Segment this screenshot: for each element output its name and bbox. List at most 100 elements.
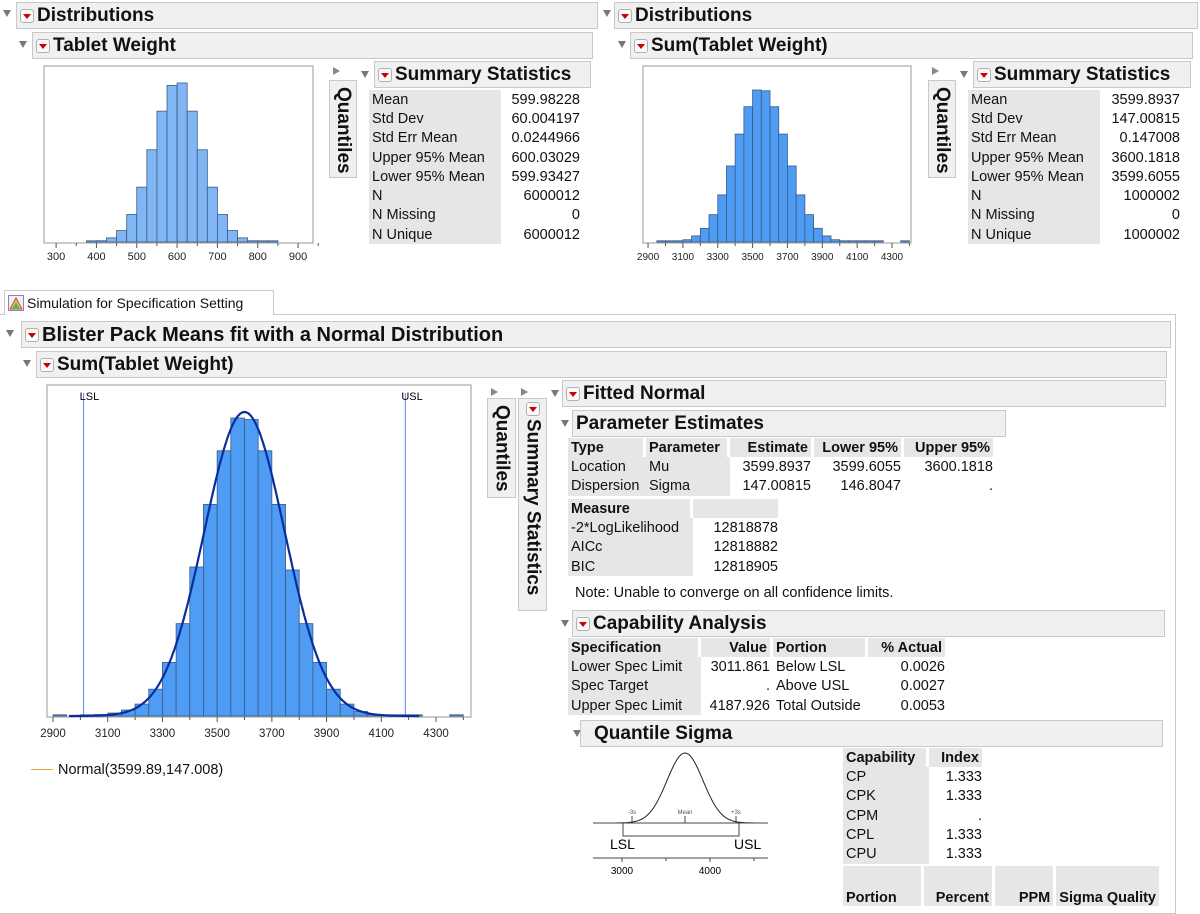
table-row: N 6000012	[369, 186, 583, 206]
collapse-triangle-icon[interactable]	[23, 360, 31, 367]
collapse-triangle-icon[interactable]	[19, 41, 27, 48]
quantiles-tab[interactable]: Quantiles	[928, 80, 956, 178]
histogram-bar	[339, 703, 355, 717]
tick-label: 400	[87, 251, 105, 263]
table-cell: 0.0027	[900, 678, 945, 695]
quantile-sigma-header[interactable]: Quantile Sigma	[580, 720, 1163, 747]
table-cell: 3011.861	[710, 658, 770, 675]
column-header: Measure	[568, 499, 693, 519]
collapse-triangle-icon[interactable]	[573, 730, 581, 737]
histogram-bar	[116, 230, 128, 243]
capability-index-table: Capability Index CP 1.333 CPK 1.333 CPM. CPL 1.3…	[843, 748, 985, 864]
variable-title: Tablet Weight	[53, 34, 176, 56]
histogram-bar	[821, 235, 832, 243]
expand-triangle-icon[interactable]	[521, 388, 528, 396]
parameter-estimates-header[interactable]: Parameter Estimates	[572, 410, 1006, 437]
fitted-normal-histogram: LSL USL 2900 3100 3300 3500 3700 3900 4100 4300	[40, 384, 472, 740]
collapse-triangle-icon[interactable]	[960, 71, 968, 78]
table-cell: 0.147008	[1119, 130, 1180, 147]
summary-statistics-header[interactable]: Summary Statistics	[973, 61, 1191, 88]
sum-tablet-weight-header[interactable]: Sum(Tablet Weight)	[36, 351, 1167, 378]
histogram-bar	[203, 504, 218, 717]
distributions-header-left[interactable]: Distributions	[16, 2, 598, 29]
summary-statistics-table: Mean 599.98228 Std Dev 60.004197 Std Err Mea…	[369, 90, 583, 245]
quantile-sigma-diagram: -3s Mean +3s LSL USL 3000 4000	[593, 752, 768, 877]
column-header: PPM	[994, 866, 1057, 906]
collapse-triangle-icon[interactable]	[3, 10, 11, 17]
tick-label: 300	[47, 251, 65, 263]
collapse-triangle-icon[interactable]	[618, 41, 626, 48]
header-row: Capability Index	[843, 748, 985, 768]
table-row: BIC 12818905	[568, 556, 781, 577]
column-header: Specification	[568, 638, 701, 658]
expand-triangle-icon[interactable]	[932, 67, 939, 75]
collapse-triangle-icon[interactable]	[561, 420, 569, 427]
histogram-bar	[271, 504, 286, 717]
tick-label: 3100	[95, 728, 121, 740]
table-cell: 4187.926	[709, 697, 770, 714]
expand-triangle-icon[interactable]	[491, 388, 498, 396]
histogram-bar	[682, 239, 693, 243]
collapse-triangle-icon[interactable]	[551, 390, 559, 397]
fitted-title: Fitted Normal	[583, 382, 706, 404]
table-cell: .	[988, 478, 993, 495]
variable-title: Sum(Tablet Weight)	[651, 34, 828, 56]
table-cell: 6000012	[523, 226, 580, 243]
table-cell: Spec Target	[568, 676, 701, 696]
distributions-header-right[interactable]: Distributions	[614, 2, 1198, 29]
red-menu-icon[interactable]	[634, 38, 648, 53]
table-cell: Upper Spec Limit	[568, 695, 701, 716]
column-header: Lower 95%	[814, 438, 904, 458]
summary-statistics-table: Mean 3599.8937 Std Dev 147.00815 Std Err Mea…	[968, 90, 1183, 245]
blister-pack-header[interactable]: Blister Pack Means fit with a Normal Dis…	[21, 321, 1171, 348]
red-menu-icon[interactable]	[20, 8, 34, 23]
histogram-bar	[134, 703, 150, 717]
parameter-estimates-table: Type Parameter Estimate Lower 95% Upper 95% L…	[568, 438, 996, 496]
quantiles-tab[interactable]: Quantiles	[487, 398, 516, 498]
header-row: Type Parameter Estimate Lower 95% Upper 95%	[568, 438, 996, 458]
red-menu-icon[interactable]	[25, 327, 39, 342]
table-row: CPM.	[843, 805, 985, 826]
red-menu-icon[interactable]	[576, 616, 590, 631]
table-row: N 1000002	[968, 186, 1183, 206]
collapse-triangle-icon[interactable]	[561, 620, 569, 627]
collapse-triangle-icon[interactable]	[361, 71, 369, 78]
collapse-triangle-icon[interactable]	[6, 330, 14, 337]
histogram-bar	[257, 240, 269, 243]
collapse-triangle-icon[interactable]	[603, 10, 611, 17]
fitted-normal-header[interactable]: Fitted Normal	[562, 380, 1166, 407]
column-header: Type	[568, 438, 646, 458]
quantiles-tab[interactable]: Quantiles	[329, 80, 357, 178]
red-menu-icon[interactable]	[977, 67, 991, 82]
summary-statistics-header[interactable]: Summary Statistics	[374, 61, 591, 88]
red-menu-icon[interactable]	[36, 38, 50, 53]
capability-title: Capability Analysis	[593, 612, 767, 634]
red-menu-icon[interactable]	[378, 67, 392, 82]
minus-3s-label: -3s	[628, 810, 636, 816]
tablet-weight-histogram: 300 400 500 600 700 800 900	[43, 65, 319, 263]
red-menu-icon[interactable]	[525, 402, 540, 416]
mean-label: Mean	[677, 810, 692, 816]
table-cell: 0.0053	[900, 697, 945, 714]
summary-title: Summary Statistics	[395, 63, 572, 85]
table-row: Upper Spec Limit 4187.926 Total Outside 0.0…	[568, 695, 948, 716]
column-header: Portion	[843, 866, 924, 906]
tab-simulation-for-specification-setting[interactable]: Simulation for Specification Setting	[4, 290, 274, 315]
red-menu-icon[interactable]	[40, 357, 54, 372]
table-cell: 12818905	[713, 558, 778, 575]
red-menu-icon[interactable]	[618, 8, 632, 23]
summary-statistics-tab[interactable]: Summary Statistics	[518, 398, 547, 611]
tick-label: 3700	[259, 728, 285, 740]
summary-label: Summary Statistics	[522, 419, 544, 596]
expand-triangle-icon[interactable]	[333, 67, 340, 75]
legend-line-swatch	[31, 769, 53, 770]
tablet-weight-header[interactable]: Tablet Weight	[32, 32, 593, 59]
sum-tablet-weight-header[interactable]: Sum(Tablet Weight)	[630, 32, 1193, 59]
tab-label: Simulation for Specification Setting	[27, 295, 244, 311]
red-menu-icon[interactable]	[566, 386, 580, 401]
capability-analysis-header[interactable]: Capability Analysis	[572, 610, 1165, 637]
tick-label: 3700	[776, 252, 799, 263]
tick-label: 4300	[423, 728, 449, 740]
table-cell: Std Dev	[968, 109, 1101, 129]
table-cell: Std Err Mean	[369, 128, 501, 148]
